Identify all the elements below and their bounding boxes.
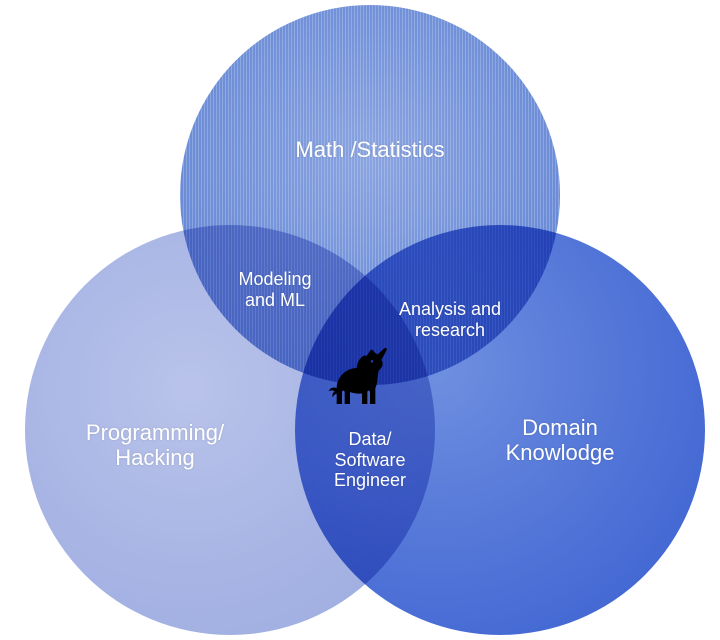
- venn-diagram: Math /Statistics Programming/ Hacking Do…: [0, 0, 720, 640]
- circle-math: [180, 5, 560, 385]
